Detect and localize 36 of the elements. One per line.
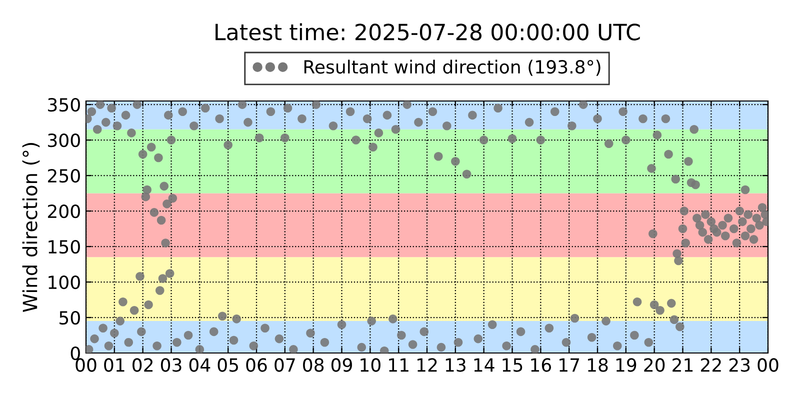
x-tick-label: 08	[303, 358, 324, 372]
legend-label: Resultant wind direction (193.8°)	[304, 60, 600, 76]
x-tick-label: 00	[76, 358, 96, 372]
x-tick-label: 13	[446, 358, 466, 372]
x-tick-label: 16	[531, 358, 552, 372]
y-tick-label: 0	[70, 346, 80, 360]
y-tick-label: 50	[60, 310, 80, 325]
y-tick-label: 250	[48, 168, 80, 183]
x-tick-label: 17	[560, 358, 580, 372]
y-tick-label: 350	[48, 98, 80, 112]
x-tick-label: 21	[672, 358, 693, 372]
x-tick-label: 19	[616, 358, 636, 372]
y-tick-label: 200	[48, 204, 80, 218]
x-tick-label: 23	[729, 358, 750, 372]
x-tick-label: 03	[160, 358, 182, 372]
x-tick-label: 06	[246, 358, 267, 372]
x-tick-label: 02	[132, 358, 153, 372]
x-tick-label: 15	[502, 358, 522, 372]
x-tick-label: 12	[417, 358, 437, 372]
x-tick-label: 22	[701, 358, 721, 372]
x-tick-label: 05	[218, 358, 238, 372]
y-tick-label: 150	[48, 240, 80, 254]
x-tick-label: 01	[104, 358, 124, 372]
chart-title: Latest time: 2025-07-28 00:00:00 UTC	[216, 23, 640, 40]
x-tick-label: 00	[758, 358, 778, 372]
x-tick-label: 07	[274, 358, 295, 372]
y-axis-title: Wind direction (°)	[22, 143, 40, 312]
x-tick-label: 09	[331, 358, 352, 372]
x-tick-label: 14	[474, 358, 494, 372]
y-tick-label: 300	[48, 134, 80, 148]
x-tick-label: 11	[389, 358, 408, 372]
y-tick-label: 100	[48, 275, 80, 290]
x-tick-label: 18	[588, 358, 608, 372]
x-tick-label: 04	[189, 358, 210, 372]
x-tick-label: 20	[644, 358, 665, 372]
x-tick-label: 10	[360, 358, 380, 372]
